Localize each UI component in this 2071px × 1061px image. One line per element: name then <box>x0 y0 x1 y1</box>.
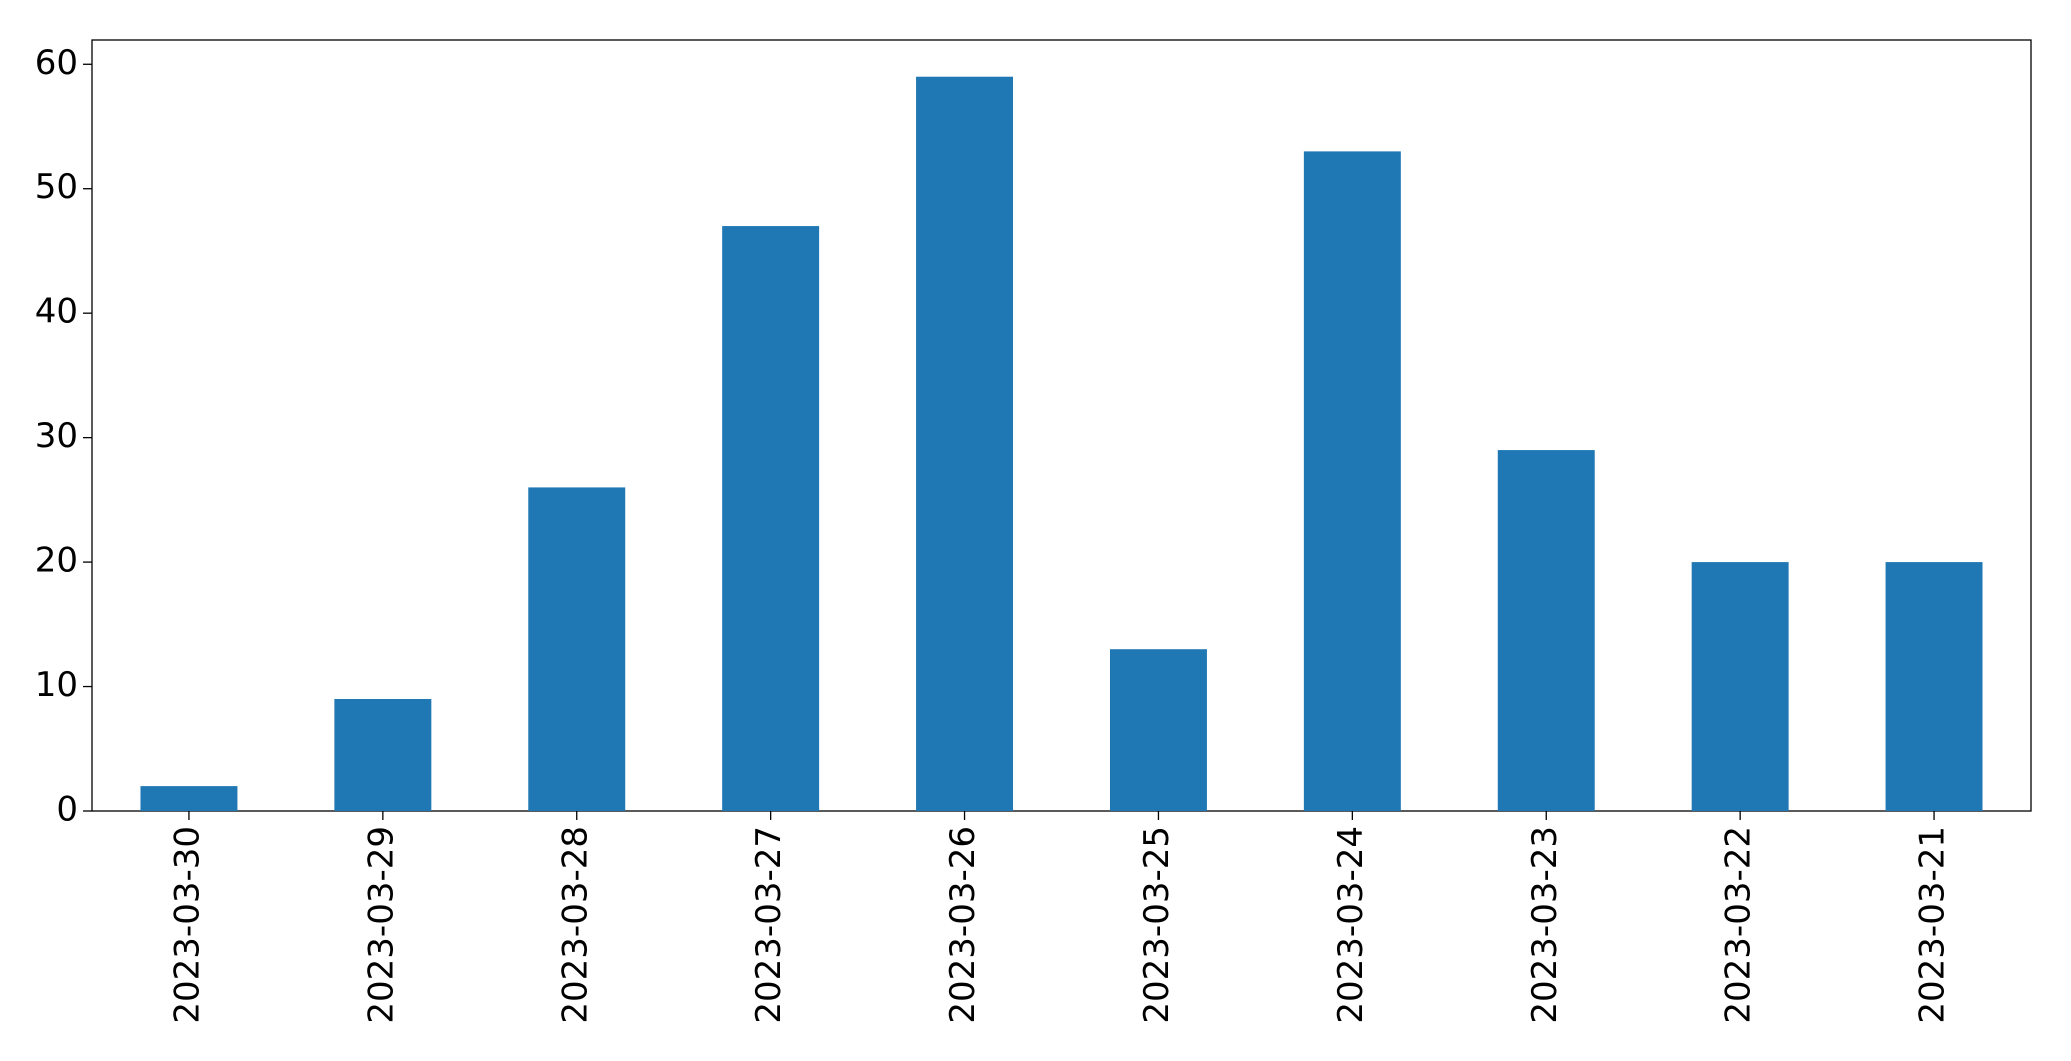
x-tick-label: 2023-03-29 <box>361 826 401 1024</box>
bar <box>1885 562 1983 811</box>
plot-frame <box>91 39 2032 812</box>
y-tick-label: 0 <box>56 790 78 830</box>
bar <box>1303 151 1401 812</box>
x-tick-label: 2023-03-26 <box>943 826 983 1024</box>
x-tick-label: 2023-03-22 <box>1719 826 1759 1024</box>
x-tick-label: 2023-03-24 <box>1331 826 1371 1024</box>
x-tick-label: 2023-03-25 <box>1137 826 1177 1024</box>
y-tick-label: 40 <box>35 292 78 332</box>
y-tick-label: 20 <box>35 541 78 581</box>
bar <box>1691 562 1789 811</box>
bar <box>1497 450 1595 811</box>
x-tick-label: 2023-03-21 <box>1913 826 1953 1024</box>
y-tick-label: 60 <box>35 43 78 83</box>
y-tick-label: 10 <box>35 665 78 705</box>
bar <box>528 487 626 811</box>
bar <box>140 786 238 811</box>
x-tick-label: 2023-03-28 <box>555 826 595 1024</box>
x-tick-label: 2023-03-27 <box>749 826 789 1024</box>
bar <box>722 226 820 811</box>
x-tick-label: 2023-03-23 <box>1525 826 1565 1024</box>
y-tick-label: 30 <box>35 416 78 456</box>
bar <box>1109 649 1207 811</box>
bar <box>334 698 432 811</box>
y-tick-label: 50 <box>35 167 78 207</box>
bar <box>916 76 1014 811</box>
x-tick-label: 2023-03-30 <box>167 826 207 1024</box>
